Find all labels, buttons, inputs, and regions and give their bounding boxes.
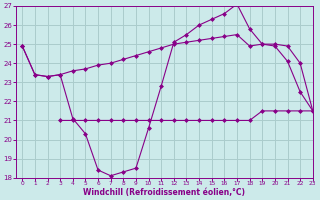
X-axis label: Windchill (Refroidissement éolien,°C): Windchill (Refroidissement éolien,°C) <box>84 188 245 197</box>
